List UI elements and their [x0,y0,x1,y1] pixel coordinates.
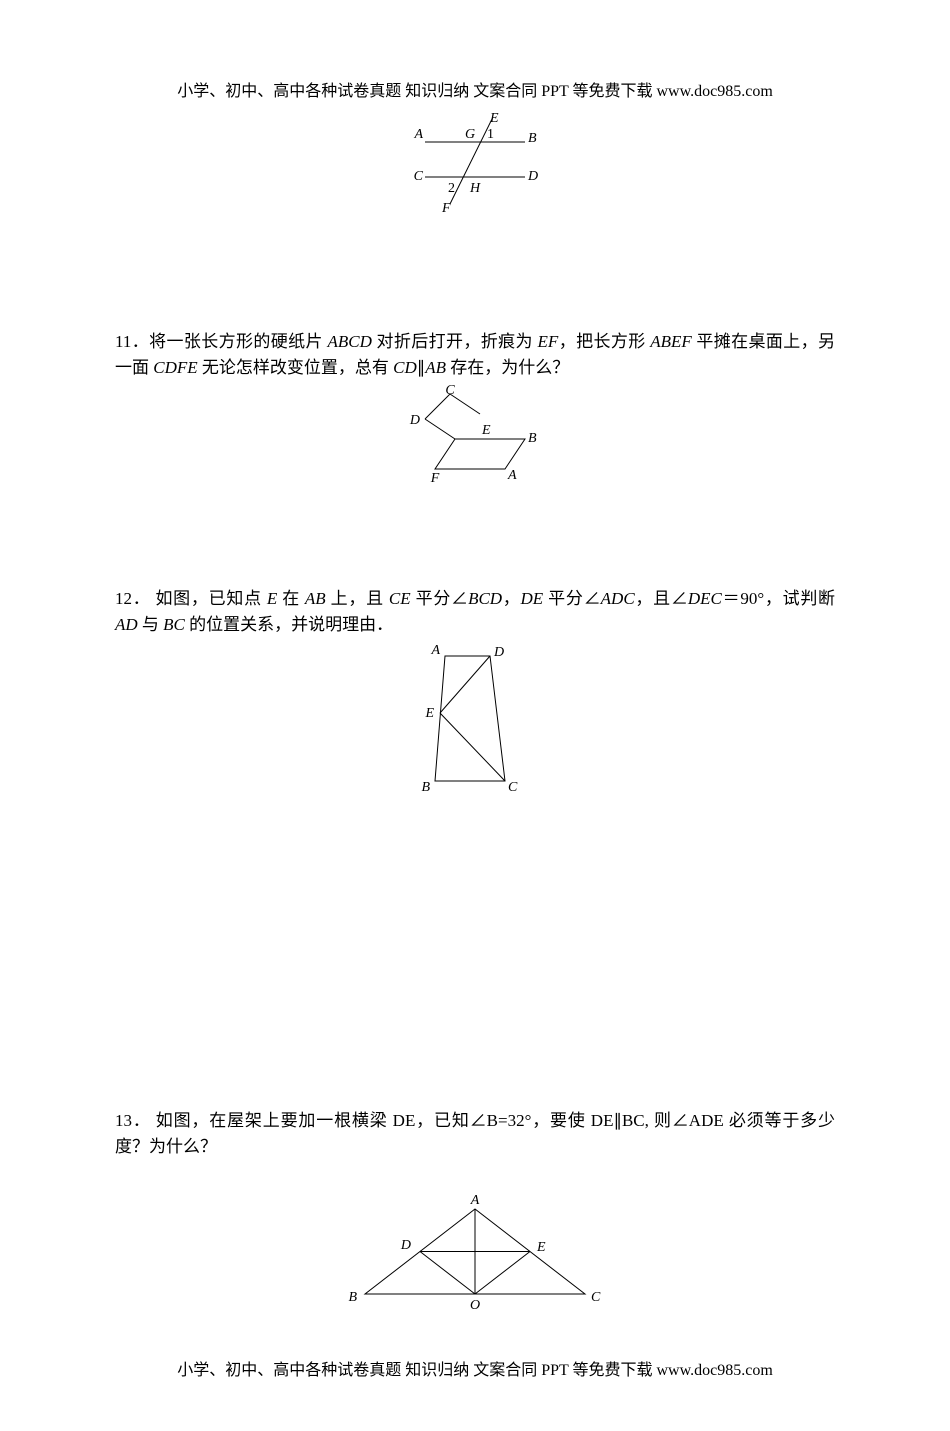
problem-13: 13． 如图，在屋架上要加一根横梁 DE，已知∠B=32°，要使 DE∥BC, … [115,1108,835,1159]
label-A: A [507,468,517,483]
label-C: C [445,384,455,398]
label-A: A [413,127,423,142]
figure-13: A D E B O C [325,1189,625,1319]
label-C: C [508,780,518,795]
problem-11: 11．将一张长方形的硬纸片 ABCD 对折后打开，折痕为 EF，把长方形 ABE… [115,329,835,380]
page-header: 小学、初中、高中各种试卷真题 知识归纳 文案合同 PPT 等免费下载 www.d… [115,80,835,104]
problem-11-number: 11． [115,332,149,351]
label-H: H [469,181,481,196]
label-O: O [470,1298,480,1313]
label-D: D [493,645,504,660]
problem-13-number: 13． [115,1111,151,1130]
problem-12-number: 12． [115,589,150,608]
label-E: E [481,423,491,438]
label-C: C [591,1290,601,1305]
label-C: C [414,169,424,184]
label-E: E [489,112,499,126]
label-1: 1 [487,127,494,142]
label-A: A [430,643,440,658]
label-B: B [421,780,430,795]
label-B: B [528,431,537,446]
label-B: B [528,131,537,146]
figure-10: E A G 1 B C D 2 H F [395,112,555,217]
document-page: 小学、初中、高中各种试卷真题 知识归纳 文案合同 PPT 等免费下载 www.d… [0,0,950,1431]
problem-12: 12． 如图，已知点 E 在 AB 上，且 CE 平分∠BCD，DE 平分∠AD… [115,586,835,637]
label-A: A [470,1193,480,1208]
page-footer: 小学、初中、高中各种试卷真题 知识归纳 文案合同 PPT 等免费下载 www.d… [115,1359,835,1383]
figure-12: A D E B C [410,641,540,796]
label-F: F [441,201,451,216]
figure-11: C D E B F A [390,384,560,484]
label-G: G [465,127,475,142]
label-B: B [348,1290,357,1305]
label-2: 2 [448,181,455,196]
label-D: D [400,1238,411,1253]
label-D: D [527,169,538,184]
label-E: E [424,706,434,721]
label-D: D [409,413,420,428]
label-E: E [536,1240,546,1255]
label-F: F [430,471,440,484]
